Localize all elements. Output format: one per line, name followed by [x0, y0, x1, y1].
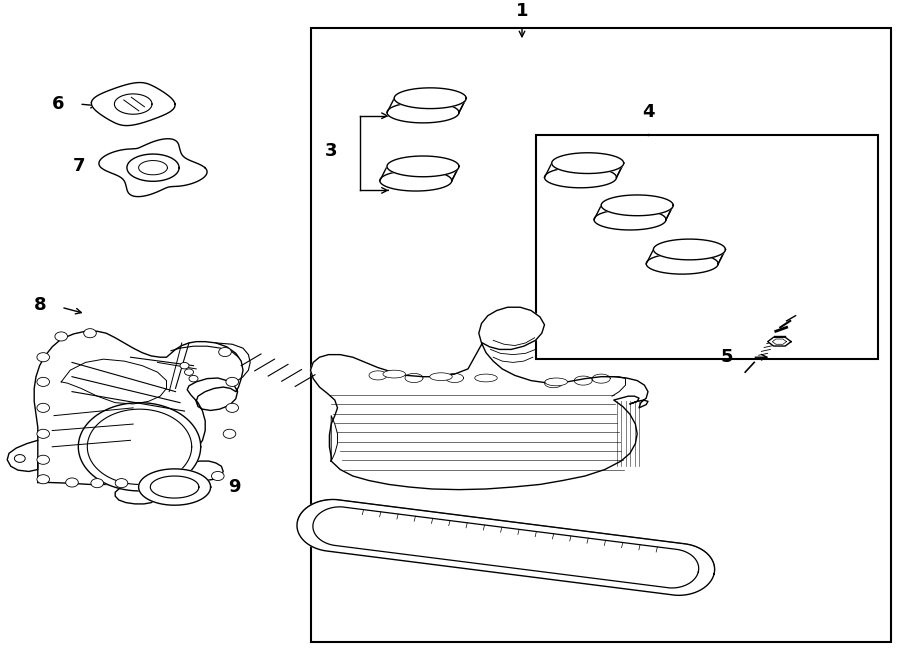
- Polygon shape: [601, 195, 673, 215]
- Polygon shape: [216, 343, 250, 382]
- Polygon shape: [646, 253, 718, 274]
- Polygon shape: [552, 153, 624, 174]
- Polygon shape: [7, 440, 38, 471]
- Circle shape: [91, 479, 104, 488]
- Circle shape: [115, 479, 128, 488]
- Bar: [310, 28, 891, 642]
- Text: 1: 1: [516, 2, 528, 20]
- Polygon shape: [380, 156, 459, 180]
- Polygon shape: [387, 102, 459, 123]
- Polygon shape: [594, 206, 673, 230]
- Circle shape: [66, 478, 78, 487]
- Text: 7: 7: [73, 157, 86, 175]
- Text: 4: 4: [642, 103, 654, 121]
- Polygon shape: [34, 331, 243, 504]
- Circle shape: [37, 403, 50, 412]
- Circle shape: [84, 329, 96, 338]
- Polygon shape: [127, 154, 179, 181]
- Polygon shape: [91, 83, 176, 126]
- Polygon shape: [387, 88, 466, 112]
- Ellipse shape: [383, 370, 405, 378]
- Bar: [536, 136, 878, 359]
- Circle shape: [37, 475, 50, 484]
- Polygon shape: [594, 195, 673, 219]
- Ellipse shape: [475, 374, 498, 382]
- Polygon shape: [646, 239, 725, 264]
- Circle shape: [37, 353, 50, 362]
- Polygon shape: [150, 476, 199, 498]
- Polygon shape: [387, 98, 466, 123]
- Ellipse shape: [545, 378, 568, 386]
- Circle shape: [37, 455, 50, 464]
- Polygon shape: [646, 249, 725, 274]
- Polygon shape: [114, 94, 152, 114]
- Polygon shape: [394, 88, 466, 108]
- Text: 9: 9: [228, 478, 240, 496]
- Polygon shape: [544, 163, 624, 188]
- Polygon shape: [594, 210, 666, 230]
- Polygon shape: [99, 139, 207, 196]
- Circle shape: [189, 375, 198, 382]
- Polygon shape: [310, 307, 648, 490]
- Circle shape: [180, 362, 189, 369]
- Ellipse shape: [430, 373, 452, 381]
- Text: 8: 8: [34, 296, 47, 314]
- Polygon shape: [768, 337, 791, 346]
- Polygon shape: [61, 359, 166, 404]
- Polygon shape: [380, 171, 452, 191]
- Polygon shape: [544, 167, 616, 188]
- Polygon shape: [653, 239, 725, 260]
- Circle shape: [184, 369, 194, 375]
- Circle shape: [174, 477, 186, 486]
- Circle shape: [226, 403, 239, 412]
- Polygon shape: [139, 469, 211, 505]
- Circle shape: [14, 455, 25, 463]
- Polygon shape: [380, 167, 459, 191]
- Polygon shape: [78, 403, 201, 491]
- Circle shape: [212, 471, 224, 481]
- Circle shape: [226, 377, 239, 387]
- Polygon shape: [544, 153, 624, 178]
- Polygon shape: [387, 156, 459, 176]
- Text: 5: 5: [721, 348, 734, 366]
- Circle shape: [219, 348, 231, 356]
- Circle shape: [37, 429, 50, 438]
- Polygon shape: [297, 500, 715, 596]
- Circle shape: [37, 377, 50, 387]
- Text: 6: 6: [52, 95, 65, 113]
- Text: 3: 3: [325, 143, 338, 161]
- Circle shape: [55, 332, 68, 341]
- Circle shape: [223, 429, 236, 438]
